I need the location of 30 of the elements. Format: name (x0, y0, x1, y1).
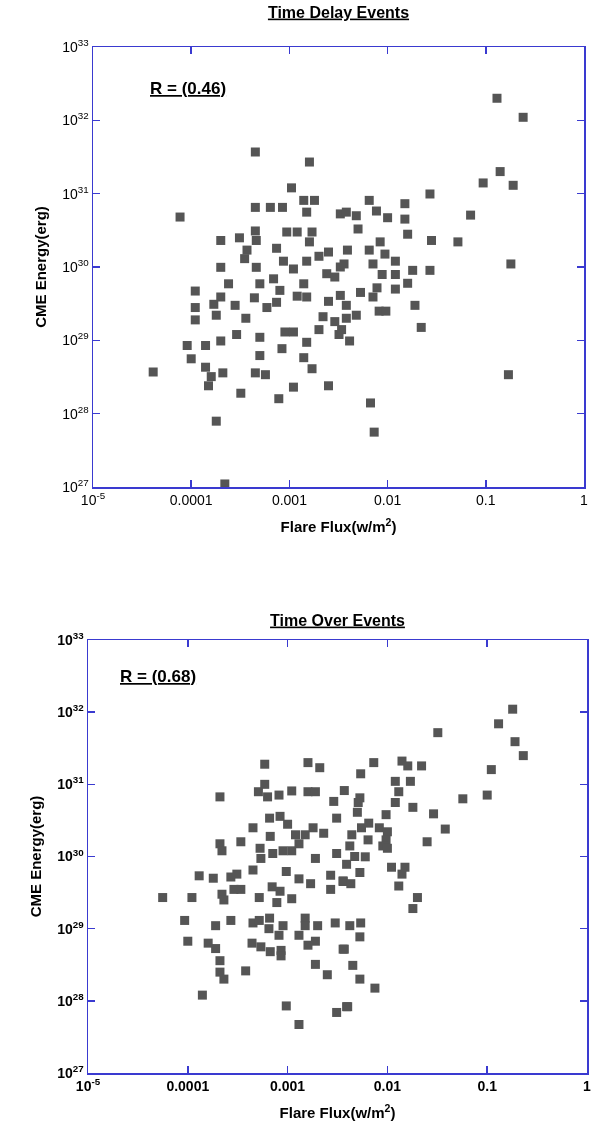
y-tick-label: 10$^{33}$ (57, 630, 85, 648)
y-tick-label: 10$^{29}$ (62, 330, 89, 349)
y-tick-label: 10$^{29}$ (57, 918, 85, 937)
x-tick-label: 1 (583, 1078, 592, 1095)
y-tick-label: 10$^{31}$ (62, 183, 89, 202)
y-tick-label: 10$^{31}$ (57, 774, 85, 793)
y-axis-title: CME Energy(erg) (31, 206, 49, 328)
chart-title: Time Delay Events (267, 3, 410, 21)
y-axis-title: CME Energy(erg) (26, 795, 44, 918)
annotation: R = (0.46) (150, 79, 227, 98)
y-tick-label: 10$^{32}$ (62, 110, 89, 129)
x-tick-label: 0.1 (477, 1078, 498, 1095)
chart-title: Time Over Events (270, 611, 406, 629)
y-tick-label: 10$^{30}$ (62, 257, 90, 275)
x-tick-label: 0.0001 (169, 492, 213, 509)
x-tick-label: 1 (580, 492, 589, 509)
x-axis-title: Flare Flux(w/m$^{2}$) (279, 1101, 396, 1122)
y-tick-label: 10$^{33}$ (62, 37, 90, 55)
y-tick-label: 10$^{28}$ (57, 990, 85, 1009)
x-tick-label: 0.1 (476, 492, 496, 509)
annotation: R = (0.68) (120, 667, 197, 686)
x-tick-label: 0.01 (373, 492, 402, 509)
x-tick-label: 0.01 (373, 1078, 402, 1095)
x-tick-label: 0.0001 (166, 1078, 210, 1095)
y-tick-label: 10$^{32}$ (57, 702, 85, 721)
y-tick-label: 10$^{30}$ (57, 846, 85, 865)
x-tick-label: 0.001 (270, 1078, 306, 1095)
x-tick-label: 0.001 (271, 492, 308, 509)
y-tick-label: 10$^{28}$ (62, 403, 90, 422)
x-axis-title: Flare Flux(w/m$^{2}$) (280, 515, 397, 536)
